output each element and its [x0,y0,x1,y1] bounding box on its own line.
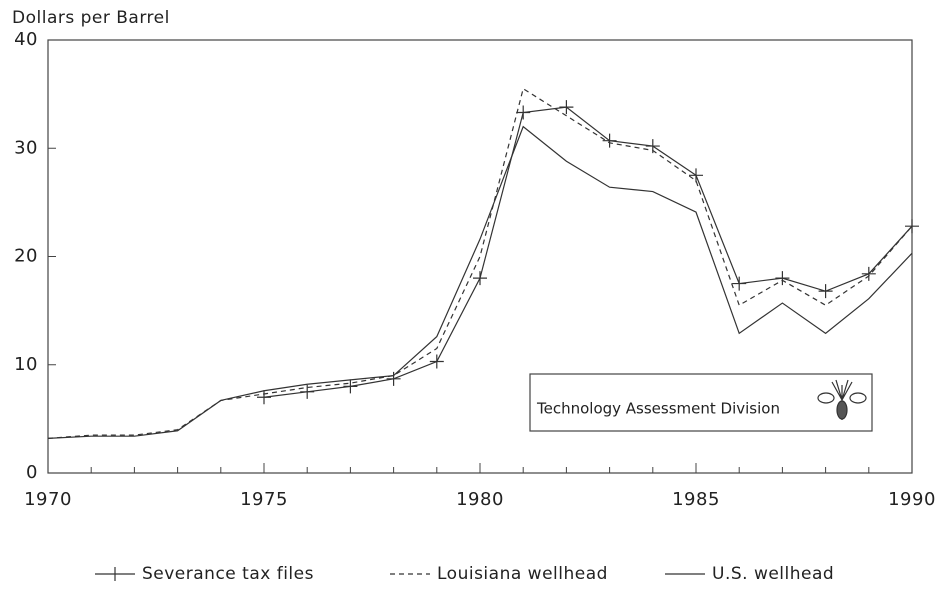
plus-marker [473,271,487,286]
x-tick-label: 1990 [888,489,936,510]
plus-marker [429,354,444,369]
plus-marker [559,100,574,115]
series-line [47,125,913,439]
plus-marker [775,271,790,286]
plus-marker [689,168,703,183]
plus-marker [300,384,315,399]
y-tick-label: 10 [14,354,38,375]
plus-marker [386,371,401,386]
annotation-box [529,373,873,432]
legend-label: Louisiana wellhead [437,564,608,584]
x-tick-label: 1985 [672,489,720,510]
plus-marker [905,219,919,234]
legend-label: U.S. wellhead [712,564,834,584]
legend-label: Severance tax files [142,564,314,584]
y-tick-label: 20 [14,246,38,267]
plus-marker [861,266,876,281]
plus-marker [343,379,358,394]
plus-marker [602,133,617,148]
logo [817,379,867,420]
plus-marker [516,105,531,120]
x-tick-label: 1970 [24,489,72,510]
series-line [263,106,913,398]
x-tick-label: 1980 [456,489,504,510]
y-tick-label: 30 [14,137,38,158]
plus-marker [732,276,747,291]
y-tick-label: 0 [26,462,38,483]
y-tick-label: 40 [14,29,38,50]
annotation: Technology Assessment Division [536,400,780,418]
y-axis-label: Dollars per Barrel [12,8,170,28]
x-tick-label: 1975 [240,489,288,510]
plus-marker [257,390,271,405]
plus-marker [818,284,833,299]
